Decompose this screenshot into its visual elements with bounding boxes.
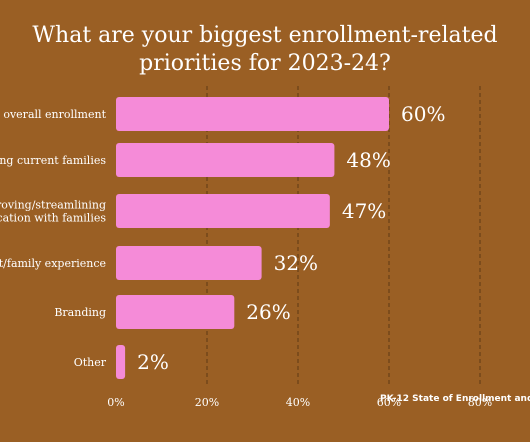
category-label-4-line-0: Branding — [54, 306, 106, 319]
bar-3 — [116, 246, 262, 280]
value-label-0: 60% — [401, 102, 445, 126]
category-label-2-line-1: cation with families — [0, 212, 106, 225]
bar-4 — [116, 295, 235, 329]
category-label-3-line-0: t/family experience — [0, 257, 106, 270]
value-label-5: 2% — [137, 350, 169, 374]
source-credit: PK-12 State of Enrollment and M — [380, 394, 530, 404]
bar-5 — [116, 345, 126, 379]
value-label-3: 32% — [274, 251, 318, 275]
x-tick-label-4: 80% — [468, 396, 492, 409]
value-label-4: 26% — [246, 300, 290, 324]
x-tick-label-1: 20% — [195, 396, 219, 409]
category-label-2: roving/streamlining cation with families — [0, 199, 106, 225]
value-label-1: 48% — [346, 148, 390, 172]
category-label-5: Other — [74, 356, 107, 369]
x-tick-label-2: 40% — [286, 396, 310, 409]
category-label-0: g overall enrollment — [0, 108, 107, 121]
category-label-1-line-0: ing current families — [0, 154, 106, 167]
category-label-0-line-0: g overall enrollment — [0, 108, 107, 121]
x-tick-label-0: 0% — [107, 396, 124, 409]
category-label-1: ing current families — [0, 154, 106, 167]
category-label-2-line-0: roving/streamlining — [0, 199, 106, 212]
x-tick-label-3: 60% — [377, 396, 401, 409]
value-label-2: 47% — [342, 199, 386, 223]
category-label-5-line-0: Other — [74, 356, 107, 369]
chart-title-line-2: priorities for 2023-24? — [139, 51, 391, 76]
category-label-4: Branding — [54, 306, 106, 319]
category-label-3: t/family experience — [0, 257, 106, 270]
bar-2 — [116, 194, 330, 228]
bar-0 — [116, 97, 389, 131]
bar-1 — [116, 143, 335, 177]
chart-title-line-1: What are your biggest enrollment-related — [32, 23, 498, 48]
chart-title: What are your biggest enrollment-related… — [0, 22, 530, 78]
